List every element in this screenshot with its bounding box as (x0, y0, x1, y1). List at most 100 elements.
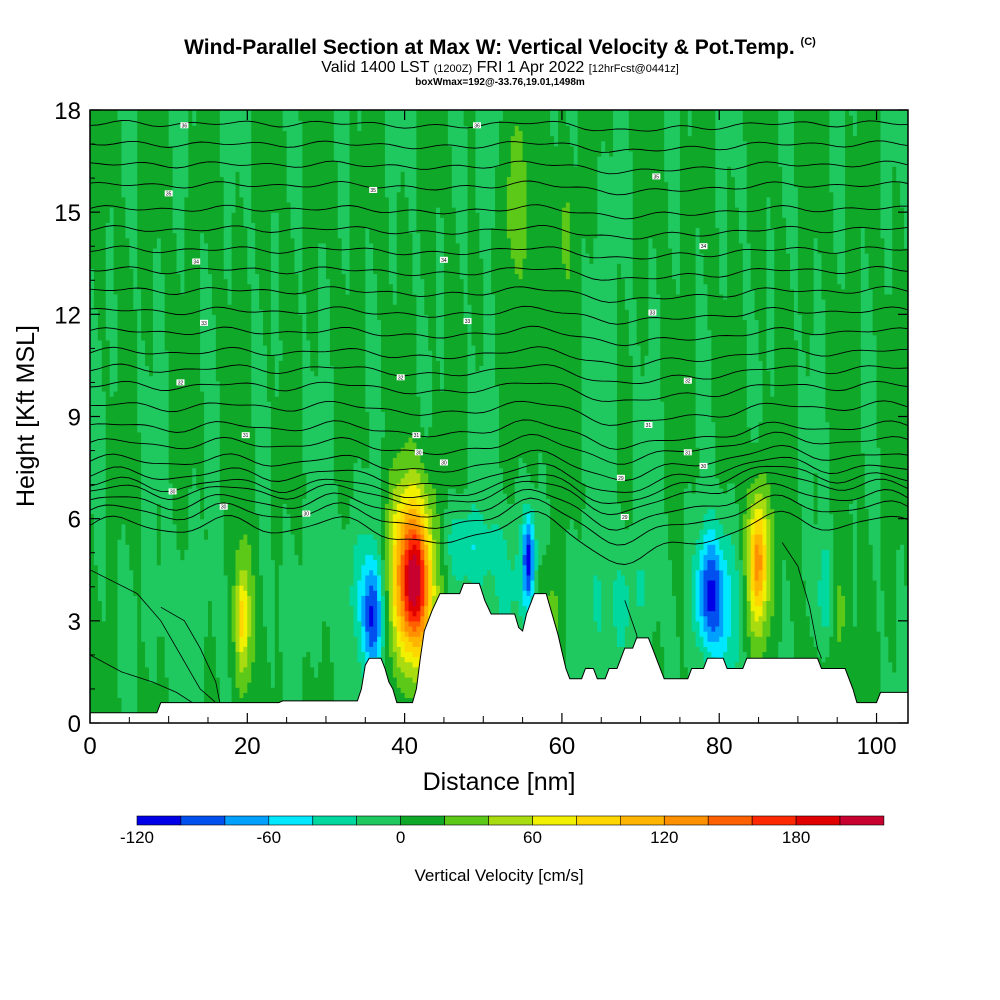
velocity-cell (247, 110, 252, 285)
velocity-cell (707, 559, 712, 581)
isentrope-line (90, 346, 908, 368)
contour-label: 32 (685, 379, 691, 385)
velocity-cell (569, 110, 575, 147)
contour-line (781, 542, 822, 659)
velocity-cell (388, 508, 394, 622)
colorbar-swatch (268, 815, 313, 826)
velocity-cell (219, 110, 225, 178)
velocity-cell (672, 110, 677, 280)
velocity-cell (412, 508, 418, 520)
velocity-cell (137, 431, 142, 723)
velocity-cell (369, 605, 374, 627)
velocity-cell (845, 110, 850, 723)
velocity-cell (597, 631, 602, 714)
velocity-cell (396, 615, 402, 632)
velocity-cell (365, 227, 370, 412)
velocity-cell (522, 605, 528, 627)
terrain (90, 582, 908, 723)
velocity-cell (211, 636, 217, 723)
velocity-cell (137, 288, 142, 433)
velocity-cell (424, 110, 429, 315)
velocity-cell (310, 666, 315, 723)
velocity-cell (400, 171, 406, 448)
velocity-cell (518, 130, 524, 280)
velocity-cell (711, 110, 716, 423)
velocity-cell (589, 110, 594, 264)
velocity-cell (495, 523, 500, 596)
velocity-cell (455, 110, 461, 244)
velocity-cell (219, 176, 225, 510)
velocity-cell (554, 595, 559, 653)
velocity-cell (758, 636, 764, 663)
velocity-cell (758, 493, 764, 510)
velocity-cell (813, 523, 819, 647)
y-tick-label: 15 (54, 200, 81, 227)
isentrope-line (90, 380, 908, 402)
velocity-cell (251, 426, 256, 576)
velocity-cell (636, 110, 642, 346)
velocity-cell (416, 513, 421, 525)
velocity-cell (510, 135, 516, 259)
velocity-cell (172, 232, 178, 525)
velocity-cell (703, 533, 709, 556)
velocity-cell (573, 110, 579, 167)
velocity-cell (664, 110, 669, 183)
velocity-cell (404, 677, 410, 699)
velocity-cell (329, 365, 335, 663)
velocity-cell (687, 110, 693, 137)
velocity-cell (408, 549, 414, 561)
velocity-cell (797, 110, 803, 315)
velocity-cell (436, 110, 441, 208)
velocity-cell (640, 569, 646, 607)
velocity-cell (632, 299, 638, 673)
velocity-cell (184, 196, 189, 550)
velocity-cell (723, 533, 728, 561)
velocity-cell (699, 549, 705, 571)
velocity-cell (113, 390, 119, 723)
velocity-cell (412, 682, 418, 699)
velocity-cell (786, 579, 791, 723)
velocity-cell (160, 273, 166, 637)
velocity-cell (715, 539, 720, 556)
velocity-cell (420, 426, 425, 464)
velocity-cell (416, 232, 421, 397)
velocity-cell (801, 110, 807, 351)
velocity-cell (148, 375, 154, 683)
velocity-cell (400, 631, 406, 642)
velocity-cell (436, 513, 441, 586)
chart-subtitle: Valid 1400 LST (1200Z) FRI 1 Apr 2022 [1… (0, 59, 1000, 77)
velocity-cell (597, 579, 602, 632)
velocity-cell (479, 258, 484, 367)
contour-label: 35 (370, 188, 376, 194)
velocity-cell (616, 503, 622, 571)
velocity-cell (577, 539, 583, 723)
velocity-cell (318, 242, 323, 663)
velocity-cell (420, 615, 425, 632)
y-tick-label: 3 (68, 609, 81, 636)
velocity-cell (762, 600, 768, 622)
velocity-cell (443, 110, 449, 510)
colorbar-swatch (488, 815, 533, 826)
velocity-cell (849, 110, 854, 116)
velocity-cell (101, 110, 107, 392)
velocity-cell (365, 631, 370, 653)
velocity-cell (172, 110, 178, 234)
velocity-cell (852, 625, 858, 723)
velocity-cell (522, 523, 528, 535)
velocity-cell (424, 314, 429, 438)
velocity-cell (243, 646, 248, 668)
velocity-cell (624, 585, 630, 627)
velocity-cell (117, 110, 123, 121)
velocity-cell (506, 237, 512, 504)
velocity-cell (227, 304, 233, 678)
velocity-cell (298, 110, 303, 121)
velocity-cell (817, 110, 823, 254)
velocity-cell (400, 508, 406, 525)
velocity-cell (510, 258, 516, 504)
velocity-cell (408, 641, 414, 653)
velocity-cell (648, 110, 653, 239)
velocity-cell (758, 590, 764, 607)
velocity-cell (156, 636, 162, 723)
velocity-cell (707, 544, 712, 561)
velocity-cell (353, 636, 359, 714)
